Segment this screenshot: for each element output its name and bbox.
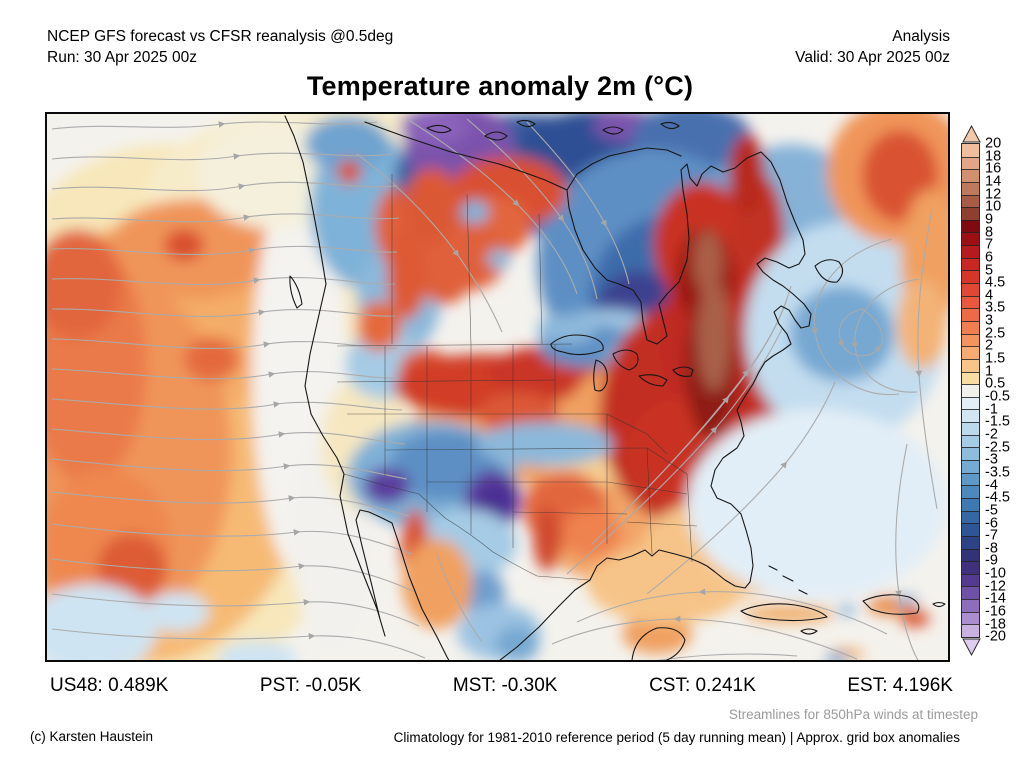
colorbar-tick-label: -18	[985, 616, 1006, 633]
colorbar-tick-label: 9	[985, 211, 994, 228]
colorbar-arrow-up	[962, 125, 981, 143]
copyright: (c) Karsten Haustein	[30, 729, 154, 744]
colorbar-tick-label: -10	[985, 565, 1006, 582]
colorbar-tick-label: 12	[985, 186, 1002, 203]
colorbar-tick-label: 6	[985, 249, 994, 266]
colorbar-tick-label: -4	[985, 477, 998, 494]
colorbar-tick-label: -1.5	[985, 413, 1010, 430]
header-left: NCEP GFS forecast vs CFSR reanalysis @0.…	[47, 26, 393, 68]
colorbar-tick-label: 5	[985, 262, 994, 279]
colorbar-tick-label: 0.5	[985, 376, 1006, 393]
colorbar-tick-label: -4.5	[985, 489, 1010, 506]
colorbar-tick-label: -0.5	[985, 388, 1010, 405]
colorbar-ticks: 20 18 16 14 12 10 9 8 7 6 5 4.5 4 3.5 3 2.5 2 1.5 1 0.5 -0.5…	[985, 136, 1024, 645]
colorbar-tick-label: -8	[985, 540, 998, 557]
climatology-note: Climatology for 1981-2010 reference peri…	[393, 730, 960, 745]
colorbar-tick-label: 2.5	[985, 325, 1006, 342]
colorbar-tick-label: 8	[985, 224, 994, 241]
coastlines	[284, 115, 946, 660]
streamlines	[51, 118, 938, 660]
colorbar-tick-label: -7	[985, 527, 998, 544]
anomaly-map	[45, 112, 950, 662]
colorbar-tick-label: 1.5	[985, 350, 1006, 367]
region-stats: US48: 0.489K PST: -0.05K MST: -0.30K CST…	[50, 675, 953, 697]
valid-label: Valid: 30 Apr 2025 00z	[795, 49, 950, 66]
colorbar-tick-label: -6	[985, 515, 998, 532]
colorbar-tick-label: 2	[985, 338, 994, 355]
stat-cst: CST: 0.241K	[649, 675, 756, 696]
anomaly-shading	[47, 114, 948, 660]
colorbar-segments	[961, 143, 980, 638]
stat-pst: PST: -0.05K	[259, 675, 362, 696]
colorbar: 20 18 16 14 12 10 9 8 7 6 5 4.5 4 3.5 3 2.5 2 1.5 1 0.5 -0.5…	[961, 125, 1024, 656]
colorbar-tick-label: -2.5	[985, 439, 1010, 456]
stat-mst: MST: -0.30K	[452, 675, 558, 696]
colorbar-tick-label: 7	[985, 236, 994, 253]
state-borders	[336, 174, 698, 581]
colorbar-tick-label: -9	[985, 553, 998, 570]
colorbar-tick-label: 14	[985, 173, 1002, 190]
colorbar-tick-label: -16	[985, 603, 1006, 620]
colorbar-tick-label: 3	[985, 312, 994, 329]
header-right: Analysis Valid: 30 Apr 2025 00z	[795, 26, 950, 68]
page-title: Temperature anomaly 2m (°C)	[306, 71, 694, 101]
colorbar-tick-label: 1	[985, 363, 994, 380]
streamline-note: Streamlines for 850hPa winds at timestep	[728, 707, 978, 722]
colorbar-tick-label: 4.5	[985, 274, 1006, 291]
colorbar-tick-label: -3.5	[985, 464, 1010, 481]
colorbar-tick-label: -1	[985, 401, 998, 418]
map-canvas	[47, 114, 948, 660]
colorbar-tick-label: 4	[985, 287, 994, 304]
colorbar-tick-label: 10	[985, 198, 1002, 215]
run-label: Run: 30 Apr 2025 00z	[47, 49, 197, 66]
colorbar-tick-label: -20	[985, 629, 1006, 646]
colorbar-tick-label: 20	[985, 135, 1002, 152]
colorbar-tick-label: 3.5	[985, 300, 1006, 317]
colorbar-tick-label: 18	[985, 148, 1002, 165]
colorbar-arrow-down	[962, 638, 981, 656]
colorbar-tick-label: -2	[985, 426, 998, 443]
stat-est: EST: 4.196K	[847, 675, 953, 696]
colorbar-tick-label: -14	[985, 591, 1006, 608]
colorbar-tick-label: -5	[985, 502, 998, 519]
colorbar-tick-label: -3	[985, 451, 998, 468]
mode-label: Analysis	[892, 28, 950, 45]
colorbar-tick-label: 16	[985, 160, 1002, 177]
stat-us48: US48: 0.489K	[50, 675, 169, 696]
colorbar-tick-label: -12	[985, 578, 1006, 595]
model-label: NCEP GFS forecast vs CFSR reanalysis @0.…	[47, 28, 394, 45]
